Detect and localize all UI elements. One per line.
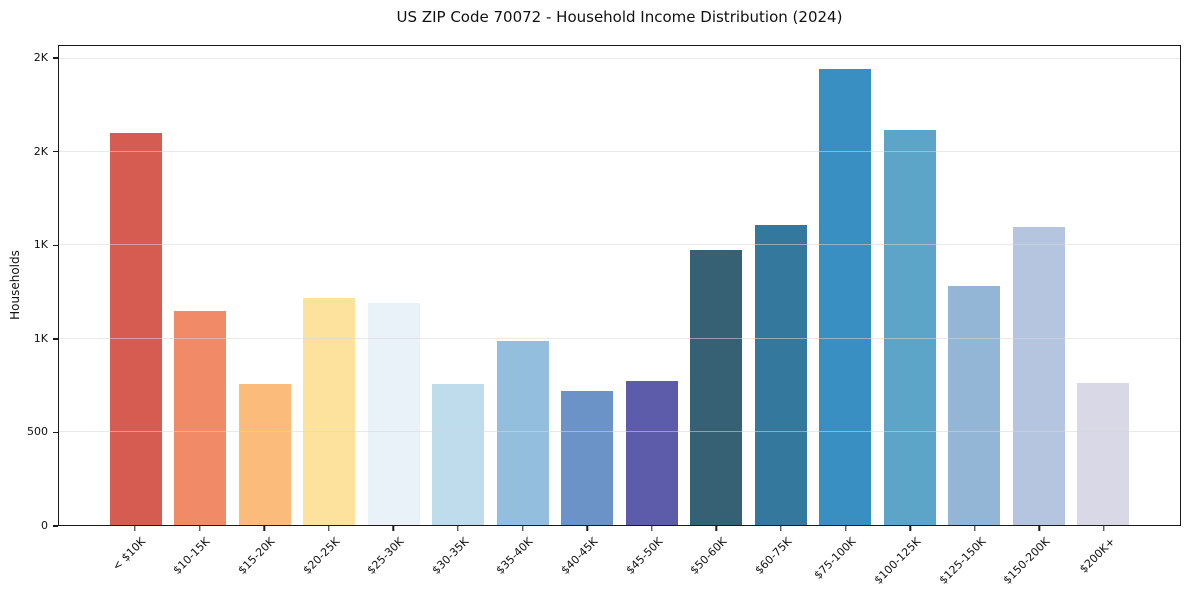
bar-$50-60K [690, 250, 743, 525]
x-tick-label: $45-50K [623, 535, 665, 577]
x-tick-label: $200K+ [1076, 535, 1118, 576]
x-tick-label: $75-100K [812, 535, 859, 582]
y-tick-mark [53, 57, 58, 59]
y-tick-label: 2K [33, 144, 48, 158]
x-tick-mark [1038, 526, 1041, 531]
gridline [59, 244, 1180, 246]
y-tick-mark [53, 525, 58, 527]
y-tick-label: 500 [27, 425, 48, 439]
x-tick-mark [198, 526, 201, 531]
y-tick-mark [53, 244, 58, 246]
x-tick-label: $25-30K [364, 535, 407, 577]
bar-$100-125K [883, 129, 936, 525]
bar-$200K+ [1077, 383, 1130, 525]
bar-$35-40K [496, 341, 549, 525]
x-tick-mark [1103, 526, 1105, 531]
x-tick-label: $20-25K [300, 535, 342, 577]
gridline [59, 151, 1180, 153]
x-tick-label: $40-45K [558, 535, 601, 577]
gridline [59, 430, 1180, 432]
x-tick-mark [457, 526, 459, 531]
y-tick-label: 2K [33, 51, 48, 65]
chart-title: US ZIP Code 70072 - Household Income Dis… [396, 8, 843, 26]
x-tick-label: < $10K [109, 535, 149, 574]
y-tick-mark [53, 338, 58, 340]
bar-$125-150K [948, 286, 1001, 525]
bar-$10-15K [174, 310, 227, 525]
gridline [59, 58, 1180, 60]
bar-$15-20K [238, 384, 291, 525]
y-tick-label: 1K [33, 238, 48, 252]
x-tick-mark [263, 526, 265, 531]
y-tick-label: 0 [41, 519, 48, 532]
bar-$25-30K [367, 303, 420, 525]
x-tick-label: $125-150K [936, 535, 989, 587]
bar-$150-200K [1012, 226, 1065, 525]
x-tick-label: $100-125K [871, 535, 924, 587]
bar-< $10K [109, 132, 162, 525]
x-axis-ticks: < $10K $10-15K $15-20K $20-25K $25-30K $30-35… [58, 526, 1181, 590]
x-tick-label: $10-15K [170, 535, 213, 577]
x-tick-mark [134, 526, 136, 531]
bar-$60-75K [754, 224, 807, 525]
x-tick-mark [715, 526, 718, 531]
x-tick-mark [909, 526, 911, 531]
y-axis-ticks: 0 500 1K 1K 2K 2K [0, 45, 58, 532]
bar-$75-100K [819, 69, 872, 525]
x-tick-mark [780, 526, 782, 531]
x-tick-label: $50-60K [687, 535, 730, 577]
x-tick-label: $35-40K [493, 535, 536, 577]
bar-$45-50K [625, 380, 678, 525]
x-tick-mark [392, 526, 395, 531]
x-tick-mark [974, 526, 976, 531]
x-tick-mark [651, 526, 653, 531]
x-tick-mark [328, 526, 330, 531]
gridline [59, 337, 1180, 339]
x-tick-label: $60-75K [752, 535, 795, 577]
x-tick-mark [521, 526, 524, 531]
y-tick-mark [53, 431, 58, 434]
y-tick-mark [53, 150, 58, 153]
x-tick-mark [586, 526, 588, 531]
x-tick-label: $150-200K [1000, 535, 1053, 587]
x-tick-mark [844, 526, 847, 531]
plot-area [58, 45, 1181, 526]
y-tick-label: 1K [33, 331, 48, 345]
x-tick-label: $15-20K [235, 535, 278, 577]
x-tick-label: $30-35K [429, 535, 472, 577]
bar-$20-25K [303, 297, 356, 525]
bar-$40-45K [561, 390, 614, 525]
bar-$30-35K [432, 384, 485, 525]
